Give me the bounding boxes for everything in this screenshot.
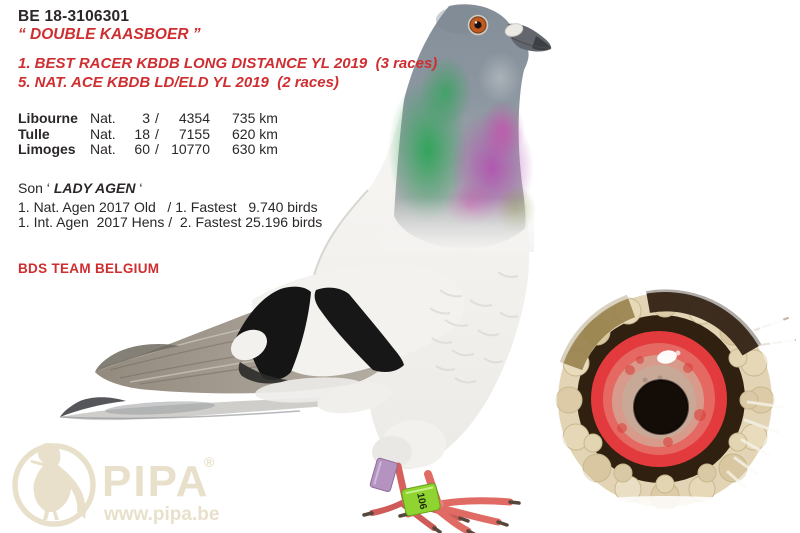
cere [504,23,524,37]
parentage-block: Son ‘ LADY AGEN ‘ 1. Nat. Agen 2017 Old … [18,180,323,231]
pigeon-wing [95,264,519,414]
achievement-line: 1. BEST RACER KBDB LONG DISTANCE YL 2019… [18,55,438,72]
race-place: 3 [142,110,150,126]
race-result-row: Libourne Nat. 3 / 4354 735 km [18,110,278,127]
race-distance: 630 km [232,141,278,157]
achievement-line: 5. NAT. ACE KBDB LD/ELD YL 2019 (2 races… [18,73,339,91]
race-name: Libourne [18,110,78,126]
pigeon-eye [467,14,489,36]
race-total: 4354 [178,110,210,126]
leg-band-green: 106 [401,483,441,517]
race-total: 7155 [178,125,210,142]
reference-result-line: 1. Int. Agen 2017 Hens / 2. Fastest 25.1… [18,214,323,230]
race-slash: / [155,125,159,142]
son-prefix: Son ‘ [18,180,54,196]
pipa-registered-mark: ® [204,454,215,470]
wing-bar-right [314,287,404,373]
pipa-website: www.pipa.be [103,504,219,525]
team-name: BDS TEAM BELGIUM [18,261,160,276]
pigeon-head [382,4,552,252]
dam-name: LADY AGEN [53,180,136,196]
race-level: Nat. [90,141,116,157]
race-level: Nat. [90,125,116,142]
race-distance: 620 km [232,125,278,142]
pipa-watermark: PIPA ® www.pipa.be [12,443,219,527]
race-slash: / [155,141,159,157]
parentage-line: Son ‘ LADY AGEN ‘ [18,180,322,197]
pipa-logo-icon [12,443,96,527]
race-place: 60 [134,141,150,157]
race-name: Tulle [18,125,50,142]
race-distance: 735 km [232,110,278,126]
reference-result-line: 1. Nat. Agen 2017 Old / 1. Fastest 9.740… [18,198,318,215]
eye-highlight [657,350,677,364]
pigeon-legs: 106 [362,420,521,533]
race-place: 18 [134,125,150,142]
achievements-block: 1. BEST RACER KBDB LONG DISTANCE YL 2019… [18,55,437,92]
race-total: 10770 [171,141,210,157]
race-slash: / [155,110,159,126]
eye-pupil [634,380,688,434]
race-result-row: Limoges Nat. 60 / 10770 630 km [18,141,278,158]
race-result-row: Tulle Nat. 18 / 7155 620 km [18,125,278,143]
ring-number: BE 18-3106301 [18,8,130,25]
leg-band-digits: 106 [414,492,428,511]
race-results-table: Libourne Nat. 3 / 4354 735 km Tulle Nat.… [18,110,278,158]
son-suffix: ‘ [135,180,143,196]
race-level: Nat. [90,110,116,126]
race-name: Limoges [18,141,76,157]
bird-name: “ DOUBLE KAASBOER ” [18,26,201,43]
eye-closeup-photo [522,257,800,533]
leg-band-purple [369,457,398,493]
pipa-logo-text: PIPA [102,457,209,506]
